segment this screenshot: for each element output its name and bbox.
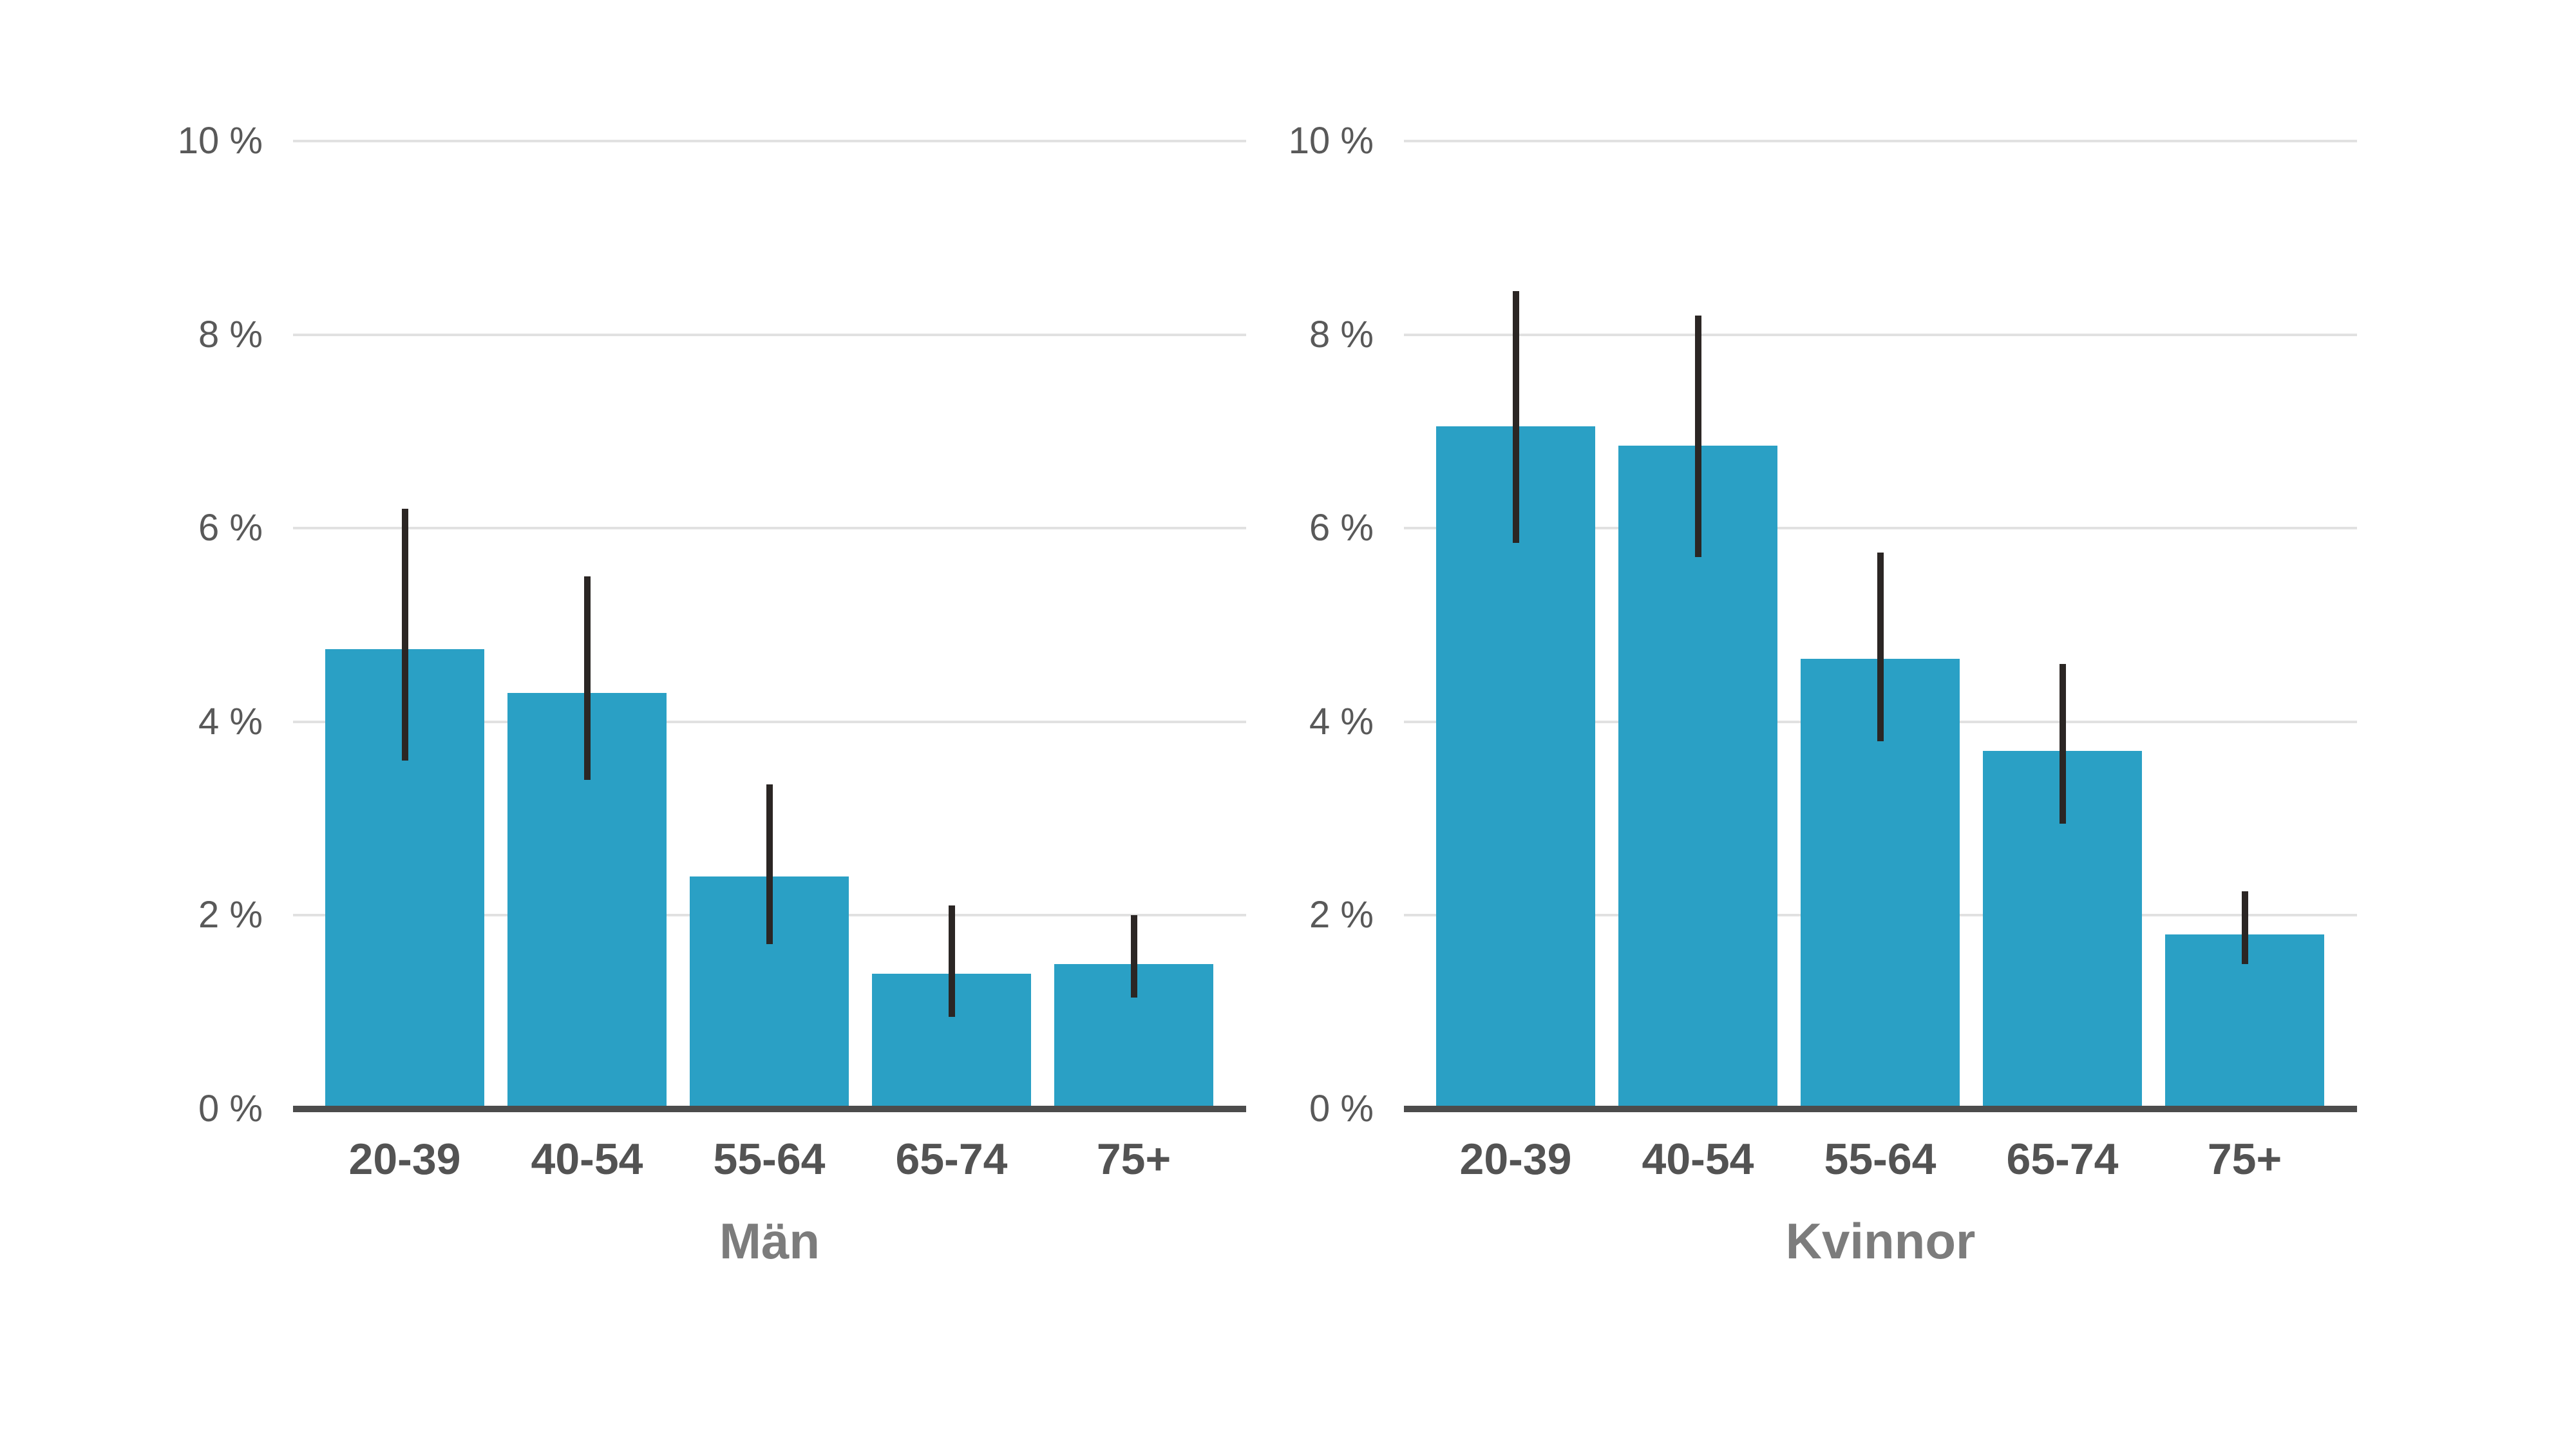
gridline [293,527,1246,530]
error-bar-75+ [2241,891,2248,964]
error-bar-40-54 [583,576,591,780]
gridline [293,720,1246,723]
x-axis-category-label: 75+ [2207,1135,2282,1184]
x-axis-line [1404,1106,2357,1112]
error-bar-20-39 [1512,290,1519,543]
chart-title-women: Kvinnor [1785,1213,1976,1269]
error-bar-65-74 [2059,663,2066,824]
x-axis-category-label: 40-54 [531,1135,643,1184]
x-axis-category-label: 65-74 [2006,1135,2119,1184]
error-bar-65-74 [948,905,955,1018]
x-axis-category-label: 65-74 [895,1135,1008,1184]
gridline [1404,140,2357,142]
error-bar-75+ [1130,915,1137,998]
bar-75+ [2165,934,2324,1109]
x-axis-category-label: 40-54 [1642,1135,1754,1184]
error-bar-55-64 [1877,552,1884,741]
y-axis-tick-label: 6 % [198,507,263,549]
error-bar-20-39 [401,509,408,761]
x-axis-line [293,1106,1246,1112]
y-axis-tick-label: 8 % [1309,313,1374,355]
x-axis-category-label: 20-39 [1459,1135,1572,1184]
error-bar-40-54 [1694,315,1701,558]
x-axis-category-label: 20-39 [348,1135,461,1184]
chart-title-men: Män [719,1213,820,1269]
x-axis-category-label: 75+ [1096,1135,1171,1184]
gridline [1404,333,2357,336]
gridline [1404,527,2357,530]
y-axis-tick-label: 0 % [1309,1088,1374,1130]
x-axis-category-label: 55-64 [1824,1135,1937,1184]
y-axis-tick-label: 4 % [198,700,263,743]
y-axis-tick-label: 4 % [1309,700,1374,743]
y-axis-tick-label: 0 % [198,1088,263,1130]
gridline [293,140,1246,142]
y-axis-tick-label: 2 % [1309,894,1374,936]
y-axis-tick-label: 10 % [177,120,263,162]
y-axis-tick-label: 6 % [1309,507,1374,549]
y-axis-tick-label: 2 % [198,894,263,936]
gridline [293,333,1246,336]
y-axis-tick-label: 8 % [198,313,263,355]
y-axis-tick-label: 10 % [1288,120,1374,162]
error-bar-55-64 [766,784,773,945]
x-axis-category-label: 55-64 [713,1135,826,1184]
